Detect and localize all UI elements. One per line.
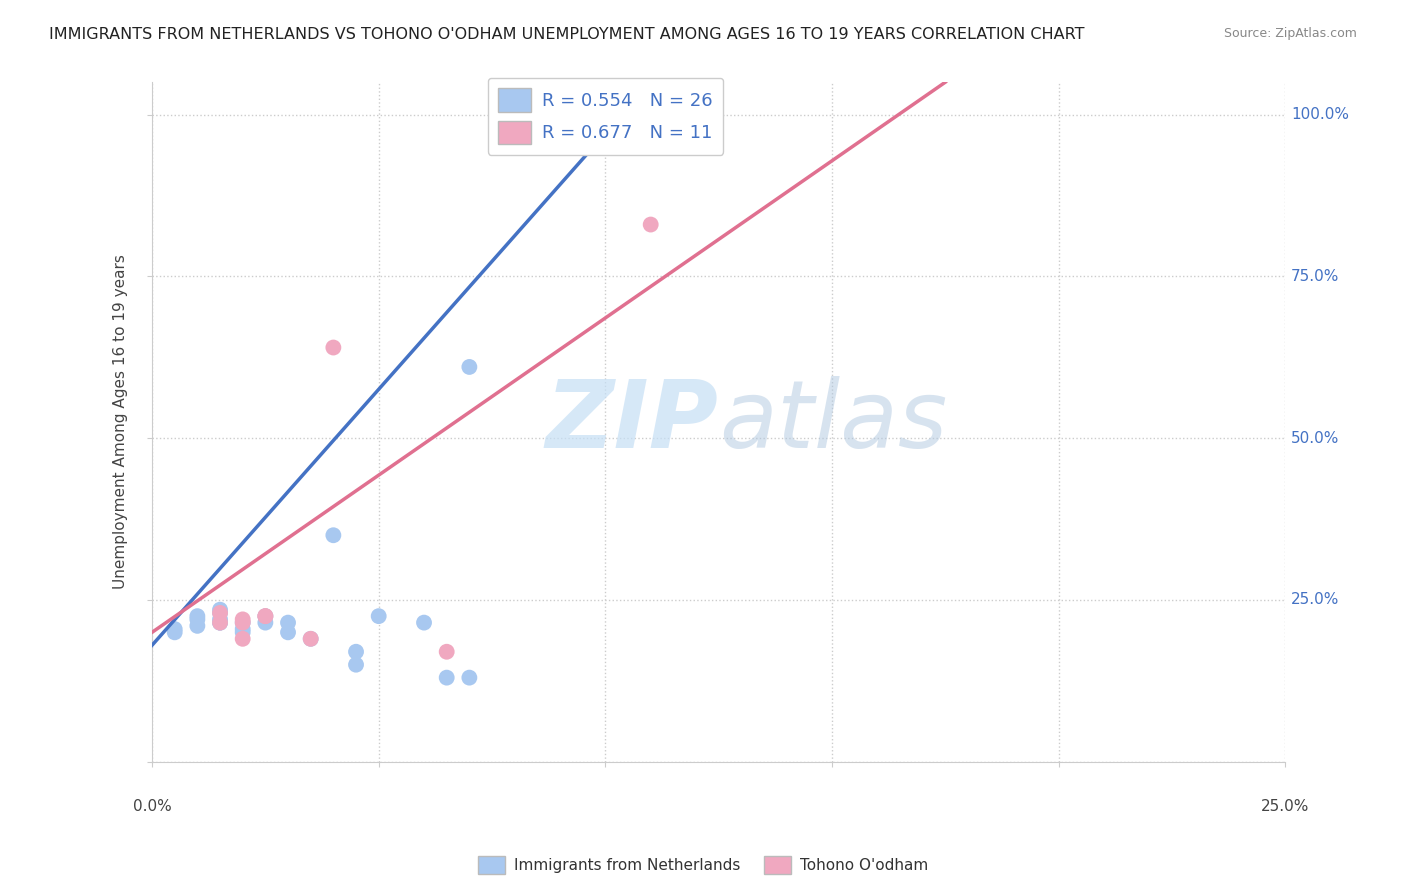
Point bbox=[254, 609, 277, 624]
Point bbox=[208, 606, 231, 620]
Legend: Immigrants from Netherlands, Tohono O'odham: Immigrants from Netherlands, Tohono O'od… bbox=[471, 850, 935, 880]
Point bbox=[436, 671, 458, 685]
Point bbox=[254, 615, 277, 630]
Point bbox=[208, 615, 231, 630]
Point bbox=[254, 609, 277, 624]
Point bbox=[208, 615, 231, 630]
Point bbox=[232, 622, 254, 636]
Point bbox=[458, 359, 481, 374]
Point bbox=[186, 619, 208, 633]
Legend: R = 0.554   N = 26, R = 0.677   N = 11: R = 0.554 N = 26, R = 0.677 N = 11 bbox=[488, 78, 723, 154]
Text: ZIP: ZIP bbox=[546, 376, 718, 468]
Point bbox=[208, 606, 231, 620]
Point bbox=[436, 645, 458, 659]
Point bbox=[299, 632, 322, 646]
Text: IMMIGRANTS FROM NETHERLANDS VS TOHONO O'ODHAM UNEMPLOYMENT AMONG AGES 16 TO 19 Y: IMMIGRANTS FROM NETHERLANDS VS TOHONO O'… bbox=[49, 27, 1084, 42]
Text: 75.0%: 75.0% bbox=[1291, 268, 1340, 284]
Point bbox=[232, 615, 254, 630]
Point bbox=[232, 615, 254, 630]
Point bbox=[232, 625, 254, 640]
Point bbox=[322, 528, 344, 542]
Point bbox=[232, 632, 254, 646]
Point bbox=[367, 609, 389, 624]
Point bbox=[186, 612, 208, 626]
Point bbox=[277, 615, 299, 630]
Point bbox=[277, 625, 299, 640]
Point bbox=[299, 632, 322, 646]
Text: 50.0%: 50.0% bbox=[1291, 431, 1340, 446]
Text: 25.0%: 25.0% bbox=[1261, 799, 1309, 814]
Point bbox=[186, 609, 208, 624]
Text: 25.0%: 25.0% bbox=[1291, 592, 1340, 607]
Point bbox=[208, 615, 231, 630]
Point bbox=[163, 625, 186, 640]
Text: atlas: atlas bbox=[718, 376, 948, 467]
Point bbox=[232, 612, 254, 626]
Text: 100.0%: 100.0% bbox=[1291, 107, 1348, 122]
Y-axis label: Unemployment Among Ages 16 to 19 years: Unemployment Among Ages 16 to 19 years bbox=[114, 254, 128, 590]
Text: 0.0%: 0.0% bbox=[132, 799, 172, 814]
Point bbox=[413, 615, 436, 630]
Point bbox=[640, 218, 662, 232]
Point bbox=[208, 602, 231, 616]
Point bbox=[254, 609, 277, 624]
Point bbox=[458, 671, 481, 685]
Point bbox=[163, 622, 186, 636]
Point bbox=[322, 341, 344, 355]
Point bbox=[208, 612, 231, 626]
Point bbox=[344, 657, 367, 672]
Point bbox=[344, 645, 367, 659]
Text: Source: ZipAtlas.com: Source: ZipAtlas.com bbox=[1223, 27, 1357, 40]
